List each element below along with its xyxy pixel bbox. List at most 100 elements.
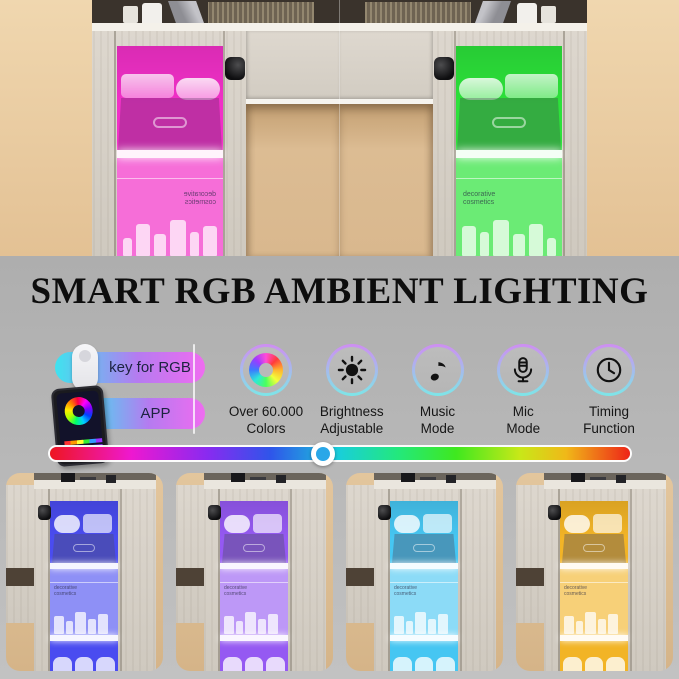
- top-board: [34, 480, 156, 489]
- feature-label: Function: [583, 420, 635, 436]
- key-for-rgb-label: key for RGB: [109, 359, 191, 376]
- glass-door: decorative cosmetics: [390, 501, 458, 671]
- hair-tool: [475, 1, 511, 23]
- rolled-towel: [564, 515, 590, 533]
- door-gap: [48, 489, 50, 671]
- door-knob: [225, 57, 245, 80]
- feature-label: Colors: [246, 420, 286, 436]
- hair-tool: [168, 1, 204, 23]
- cabinet-body: decorative cosmetics: [339, 31, 587, 256]
- cabinet-photo-green: decorative cosmetics: [339, 0, 679, 256]
- cosmetic-bottles: [53, 608, 115, 634]
- folded-towel: [121, 74, 174, 98]
- clock-icon: [583, 344, 635, 396]
- door-gap: [114, 31, 116, 256]
- cabinet-body: decorative cosmetics: [92, 31, 340, 256]
- shelf-board: [92, 23, 340, 31]
- folded-towel: [423, 514, 452, 533]
- shelf-underside: [339, 99, 433, 104]
- led-light-strip: [456, 150, 562, 158]
- rolled-towel: [459, 78, 503, 100]
- bottom-towels: [563, 657, 626, 671]
- door-gap: [460, 489, 462, 671]
- glass-shelf-section: decorative cosmetics: [390, 569, 458, 635]
- glass-shelf-section: decorative cosmetics: [560, 569, 628, 635]
- glass-label: decorative cosmetics: [463, 191, 496, 207]
- drawer-front: [339, 31, 433, 99]
- feature-brightness: Brightness Adjustable: [311, 344, 393, 438]
- hutch-shadow: [34, 473, 156, 480]
- cabinet-tile-violet: decorative cosmetics: [176, 473, 333, 671]
- bottom-towels: [53, 657, 116, 671]
- glass-shelf-section: decorative cosmetics: [50, 569, 118, 635]
- color-slider[interactable]: [49, 441, 631, 466]
- open-alcove: [339, 104, 433, 256]
- color-wheel-icon: [63, 395, 94, 427]
- glass-shelf-section: decorative cosmetics: [117, 158, 223, 256]
- cosmetic-bottles: [223, 608, 285, 634]
- glass-shelf-section: decorative cosmetics: [220, 569, 288, 635]
- decor-item: [446, 475, 456, 483]
- page-title: SMART RGB AMBIENT LIGHTING: [30, 271, 649, 312]
- bottom-towels: [223, 657, 286, 671]
- storage-box: [392, 534, 456, 563]
- side-cabinet: [176, 485, 206, 623]
- glass-label: decorative cosmetics: [224, 585, 248, 597]
- feature-label: Brightness: [319, 404, 384, 419]
- brightness-icon: [326, 344, 378, 396]
- open-alcove: [246, 104, 340, 256]
- color-variant-tiles: decorative cosmetics: [6, 473, 673, 671]
- glass-label: decorative cosmetics: [564, 585, 588, 597]
- led-light-strip: [390, 635, 458, 641]
- cabinet-tile-blue: decorative cosmetics: [6, 473, 163, 671]
- decor-item: [276, 475, 286, 483]
- rolled-towel: [176, 78, 220, 100]
- led-light-strip: [50, 635, 118, 641]
- decor-item: [401, 473, 415, 482]
- hutch-shadow: [374, 473, 496, 480]
- glass-label: decorative cosmetics: [394, 585, 418, 597]
- cabinet-photo-magenta: decorative cosmetics: [0, 0, 340, 256]
- glass-label: decorative cosmetics: [183, 191, 216, 207]
- shelf-board: [339, 23, 587, 31]
- door-gap: [388, 489, 390, 671]
- cabinet-body: decorative cosmetics: [374, 489, 496, 671]
- jar: [517, 3, 537, 23]
- woven-basket: [365, 2, 471, 23]
- feature-label: Music: [419, 404, 456, 419]
- decor-item: [231, 473, 245, 482]
- cabinet-body: decorative cosmetics: [544, 489, 666, 671]
- feature-label: Adjustable: [320, 420, 384, 436]
- remote-button-icon: [79, 350, 91, 362]
- cosmetic-bottles: [121, 216, 219, 256]
- decor-item: [420, 477, 436, 480]
- color-slider-track[interactable]: [50, 447, 630, 460]
- hutch-shelf: [92, 0, 340, 23]
- cabinet-tile-cyan: decorative cosmetics: [346, 473, 503, 671]
- folded-towel: [593, 514, 622, 533]
- decor-item: [61, 473, 75, 482]
- top-board: [544, 480, 666, 489]
- door-gap: [290, 489, 292, 671]
- glass-shelf-edge: [117, 178, 223, 179]
- glass-shelf-section: decorative cosmetics: [456, 158, 562, 256]
- feature-label: Over 60.000: [228, 404, 304, 419]
- color-slider-handle[interactable]: [310, 441, 335, 466]
- cabinet-body: decorative cosmetics: [204, 489, 326, 671]
- door-gap: [120, 489, 122, 671]
- glass-door: decorative cosmetics: [456, 46, 562, 256]
- open-slot: [6, 568, 36, 586]
- door-gap: [563, 31, 565, 256]
- music-note-icon: [412, 344, 464, 396]
- jar: [123, 6, 138, 23]
- open-slot: [346, 568, 376, 586]
- feature-label: Mic: [512, 404, 534, 419]
- box-handle: [492, 117, 526, 128]
- decor-item: [80, 477, 96, 480]
- app-label: APP: [140, 405, 171, 422]
- door-knob: [208, 505, 221, 520]
- hutch-shelf: [339, 0, 587, 23]
- door-knob: [38, 505, 51, 520]
- jar: [142, 3, 162, 23]
